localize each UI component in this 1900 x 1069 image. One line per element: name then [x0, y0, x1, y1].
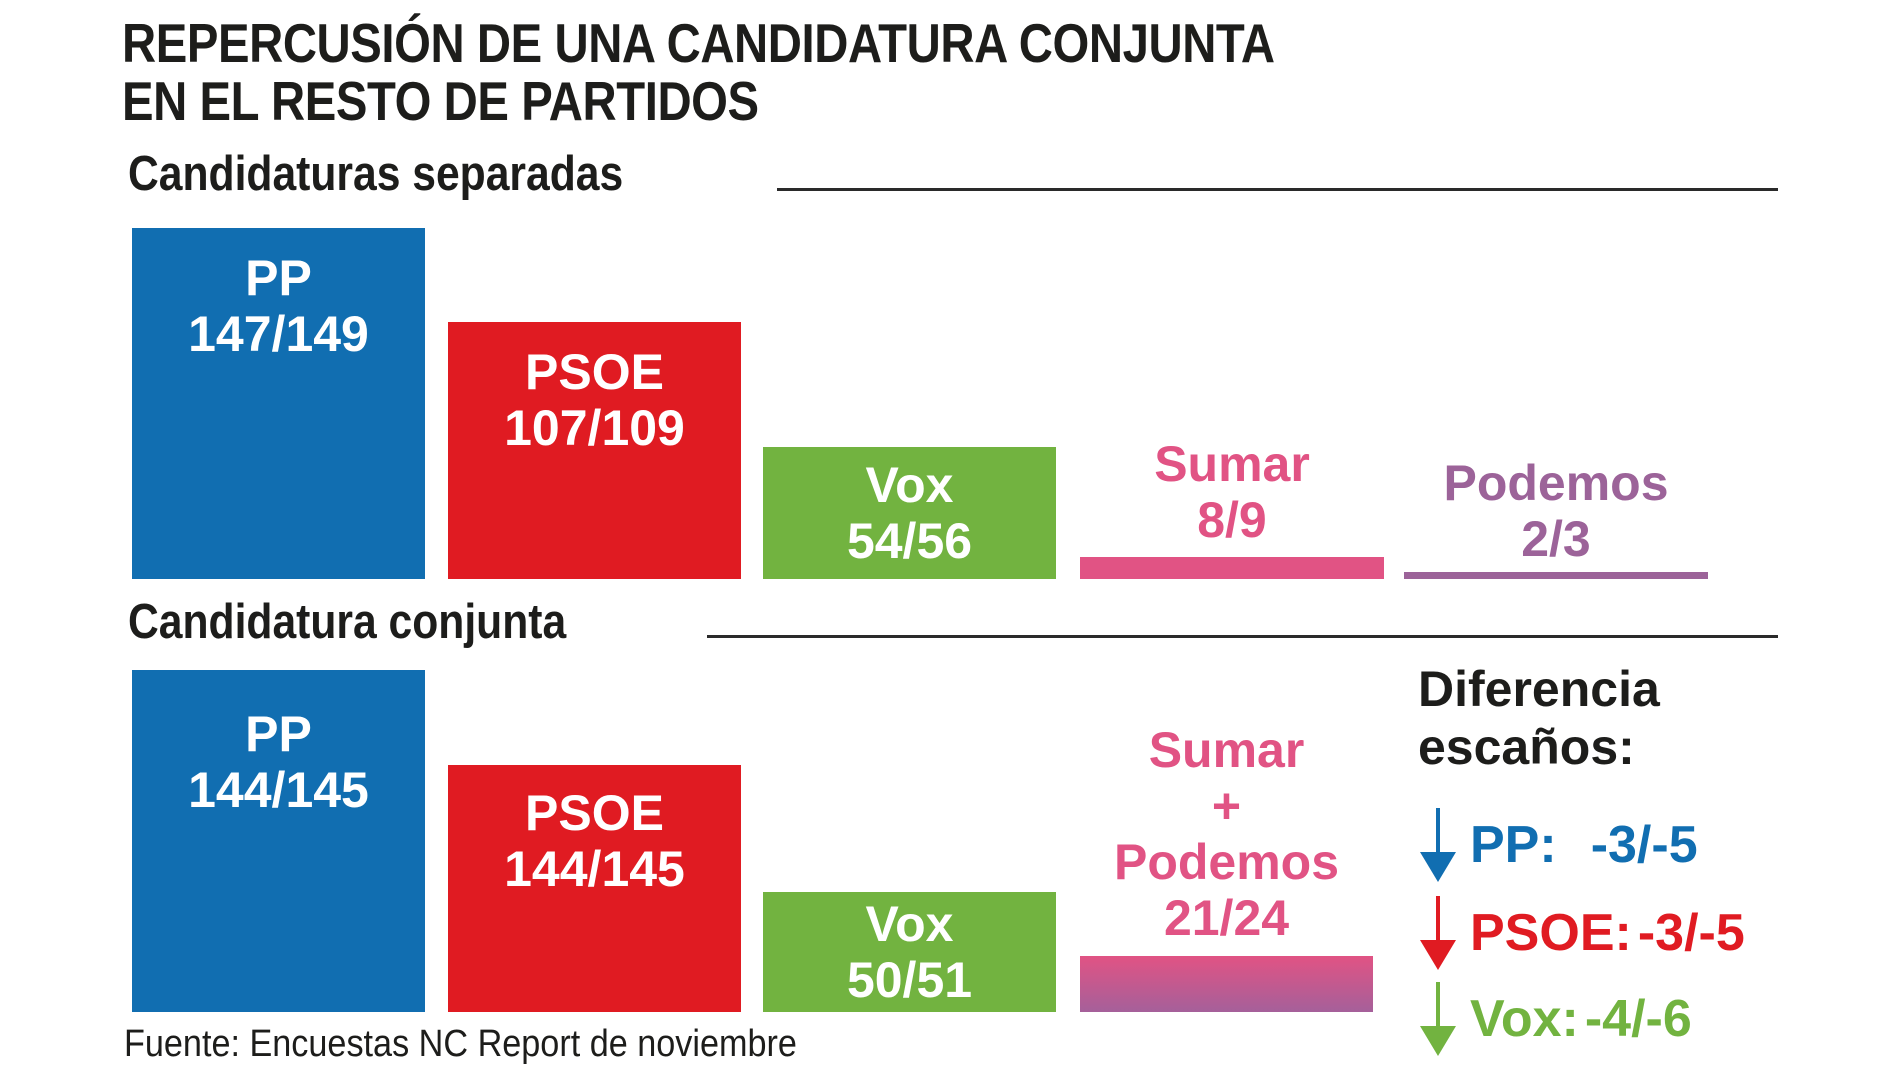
difference-value: -3/-5 [1590, 816, 1698, 874]
bar-joint-psoe: PSOE 144/145 [448, 765, 741, 1012]
bar-label-party: PSOE [525, 785, 664, 841]
section-divider-separate [777, 188, 1778, 191]
bar-label-party: Vox [865, 457, 954, 513]
difference-heading-line-1: Diferencia [1418, 661, 1660, 717]
section-divider-joint [707, 635, 1778, 638]
bar-joint-sumar-podemos [1080, 956, 1373, 1012]
bar-label-seats: 2/3 [1521, 511, 1591, 567]
bar-label-party: Vox [865, 896, 954, 952]
difference-label: PP: [1470, 816, 1557, 874]
bar-label-party: PSOE [525, 344, 664, 400]
bar-separate-sumar [1080, 557, 1384, 579]
chart-title-line-2: EN EL RESTO DE PARTIDOS [122, 70, 759, 132]
bar-separate-psoe: PSOE 107/109 [448, 322, 741, 579]
arrow-down-icon [1420, 808, 1456, 882]
bar-label-plus: + [1211, 778, 1242, 834]
section-heading-separate-label: Candidaturas separadas [128, 147, 624, 201]
bar-label-seats: 50/51 [846, 952, 973, 1008]
bar-label-party: PP [245, 706, 312, 762]
bar-separate-podemos [1404, 572, 1708, 579]
difference-panel: Diferencia escaños: PP: -3/-5 PSOE: -3/-… [1418, 660, 1888, 1056]
source-note: Fuente: Encuestas NC Report de noviembre [124, 1023, 797, 1065]
bar-label-seats: 144/145 [504, 841, 685, 897]
bar-label-party-2: Podemos [1113, 834, 1340, 890]
bar-label-party: PP [245, 250, 312, 306]
difference-heading: Diferencia escaños: [1418, 660, 1888, 776]
bar-label-seats: 21/24 [1163, 890, 1290, 946]
bar-joint-pp: PP 144/145 [132, 670, 425, 1012]
difference-row-vox: Vox: -4/-6 [1418, 982, 1692, 1056]
difference-heading-line-2: escaños: [1418, 719, 1635, 775]
bar-label-joint-sumar-podemos: Sumar + Podemos 21/24 [1080, 722, 1373, 946]
difference-value: -4/-6 [1584, 990, 1692, 1048]
chart-title: REPERCUSIÓN DE UNA CANDIDATURA CONJUNTA … [122, 14, 1498, 130]
section-heading-separate: Candidaturas separadas [128, 146, 697, 202]
bar-label-party: Sumar [1154, 436, 1310, 492]
section-heading-joint: Candidatura conjunta [128, 594, 632, 650]
section-heading-joint-label: Candidatura conjunta [128, 595, 567, 649]
difference-row-pp: PP: -3/-5 [1418, 808, 1698, 882]
bar-label-separate-sumar: Sumar 8/9 [1080, 436, 1384, 548]
bar-label-party: Sumar [1148, 722, 1305, 778]
bar-label-separate-podemos: Podemos 2/3 [1404, 455, 1708, 567]
difference-label: PSOE: [1470, 904, 1632, 962]
bar-label-seats: 107/109 [504, 400, 685, 456]
bar-separate-vox: Vox 54/56 [763, 447, 1056, 579]
difference-label: Vox: [1470, 990, 1579, 1048]
bar-label-party: Podemos [1443, 455, 1669, 511]
bar-separate-pp: PP 147/149 [132, 228, 425, 579]
arrow-down-icon [1420, 896, 1456, 970]
arrow-down-icon [1420, 982, 1456, 1056]
bar-joint-vox: Vox 50/51 [763, 892, 1056, 1012]
chart-title-line-1: REPERCUSIÓN DE UNA CANDIDATURA CONJUNTA [122, 12, 1275, 74]
bar-label-seats: 54/56 [846, 513, 973, 569]
difference-value: -3/-5 [1637, 904, 1745, 962]
difference-row-psoe: PSOE: -3/-5 [1418, 896, 1745, 970]
bar-label-seats: 144/145 [188, 762, 369, 818]
bar-label-seats: 8/9 [1197, 492, 1267, 548]
bar-label-seats: 147/149 [188, 306, 369, 362]
